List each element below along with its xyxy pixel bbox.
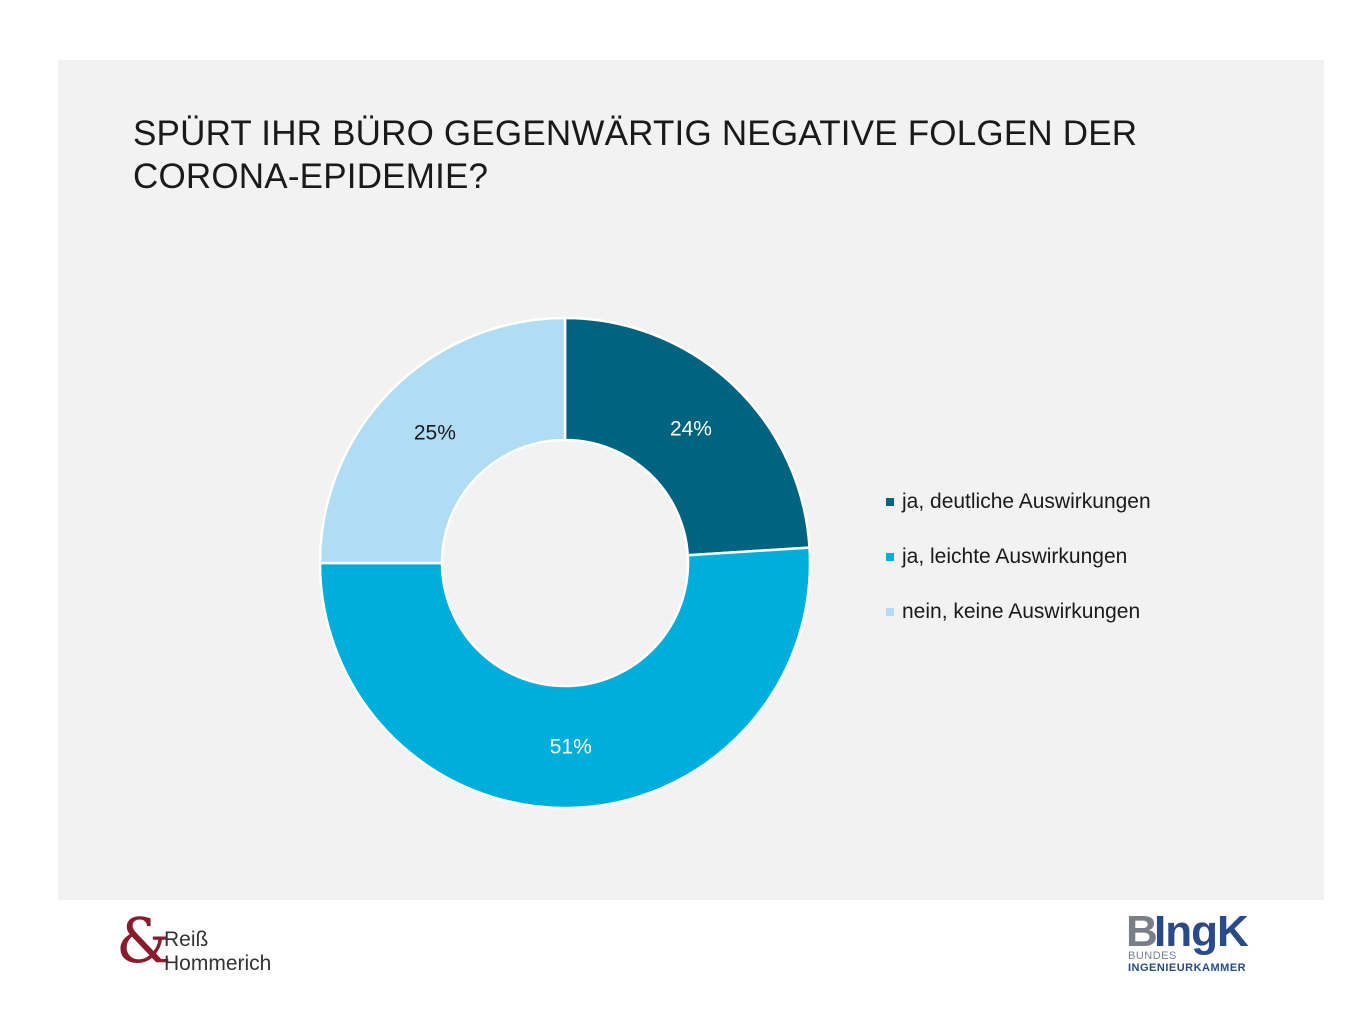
bingk-logo-sub-2: INGENIEURKAMMER (1128, 962, 1247, 974)
legend-swatch (886, 552, 894, 561)
legend-label: nein, keine Auswirkungen (902, 599, 1141, 623)
label-leichte: 51% (550, 735, 592, 758)
label-keine: 25% (414, 421, 456, 444)
legend-swatch (886, 497, 894, 506)
bingk-logo-sub-1: BUNDES (1128, 950, 1177, 962)
bingk-logo: B IngK BUNDES INGENIEURKAMMER (1126, 908, 1266, 980)
chart-title: SPÜRT IHR BÜRO GEGENWÄRTIG NEGATIVE FOLG… (133, 112, 1283, 198)
legend-label: ja, leichte Auswirkungen (902, 544, 1128, 568)
legend-item-leichte: ja, leichte Auswirkungen (886, 529, 1151, 584)
legend-label: ja, deutliche Auswirkungen (902, 489, 1151, 513)
reiss-hommerich-logo: & Reiß Hommerich (116, 906, 286, 980)
chart-legend: ja, deutliche Auswirkungen ja, leichte A… (886, 474, 1151, 639)
slice-deutliche (563, 316, 811, 557)
logo-left-text-1: Reiß (164, 928, 209, 951)
chart-title-line-1: SPÜRT IHR BÜRO GEGENWÄRTIG NEGATIVE FOLG… (133, 114, 1138, 153)
bingk-logo-ingk: IngK (1154, 907, 1249, 956)
label-deutliche: 24% (670, 417, 712, 440)
ampersand-logo-mark: & (116, 904, 172, 977)
chart-title-line-2: CORONA-EPIDEMIE? (133, 157, 489, 196)
logo-left-text-2: Hommerich (164, 952, 272, 975)
legend-item-keine: nein, keine Auswirkungen (886, 584, 1151, 639)
legend-swatch (886, 607, 894, 616)
legend-item-deutliche: ja, deutliche Auswirkungen (886, 474, 1151, 529)
bingk-logo-b: B (1126, 907, 1158, 956)
slice-leichte (318, 546, 812, 810)
slice-keine (318, 316, 567, 565)
